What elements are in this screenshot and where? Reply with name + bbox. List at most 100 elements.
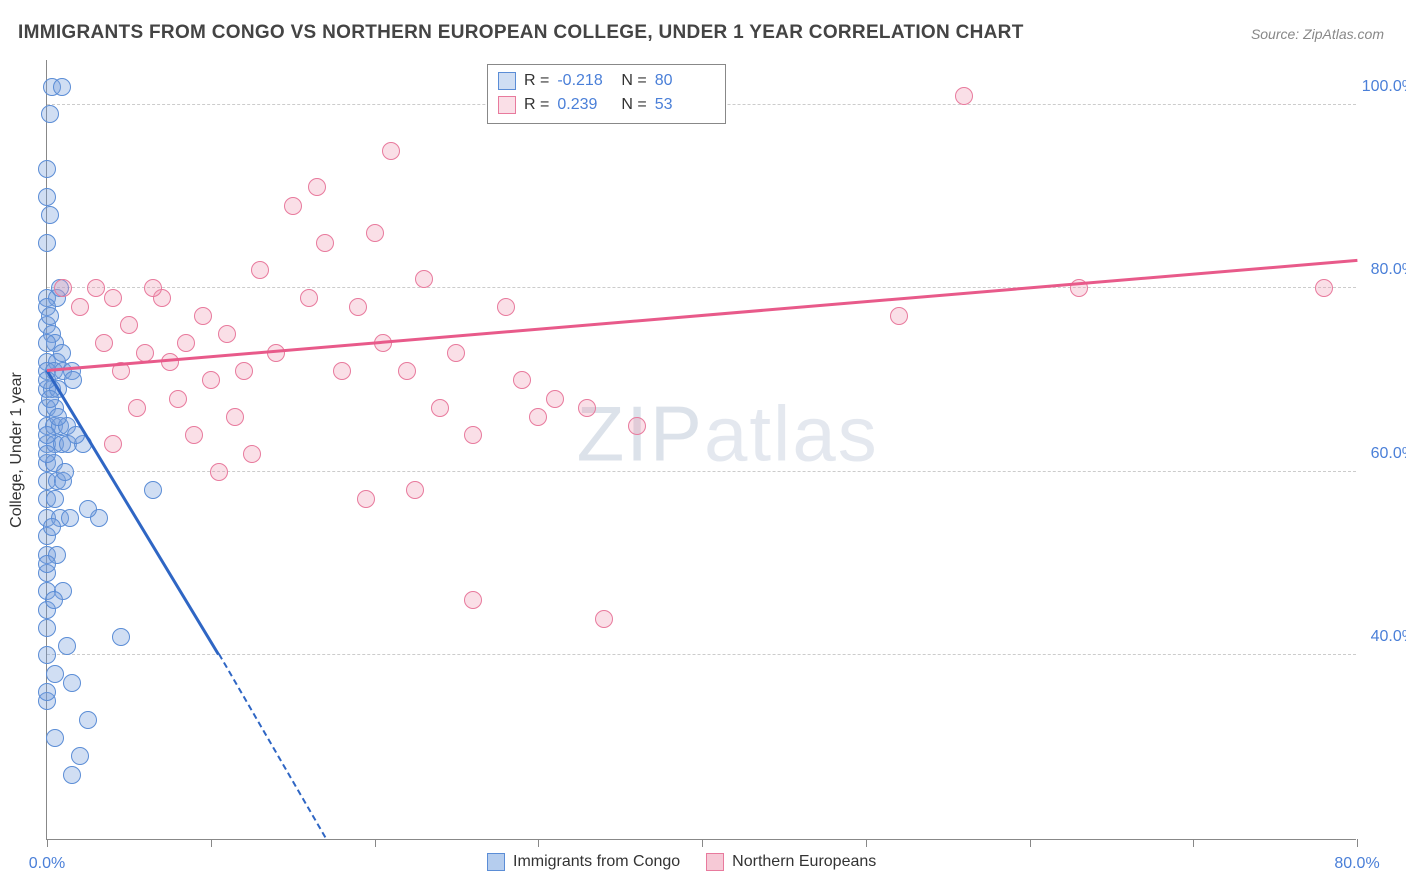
- data-point: [38, 646, 56, 664]
- x-tick: [1193, 839, 1194, 847]
- r-label: R =: [524, 69, 549, 93]
- data-point: [308, 178, 326, 196]
- data-point: [64, 371, 82, 389]
- legend-swatch: [706, 853, 724, 871]
- stats-row: R =0.239N =53: [498, 93, 711, 117]
- data-point: [112, 628, 130, 646]
- data-point: [79, 711, 97, 729]
- data-point: [955, 87, 973, 105]
- x-tick: [47, 839, 48, 847]
- n-value: 53: [655, 93, 711, 117]
- data-point: [45, 591, 63, 609]
- r-value: 0.239: [557, 93, 613, 117]
- trend-line: [47, 258, 1357, 371]
- data-point: [95, 334, 113, 352]
- data-point: [38, 426, 56, 444]
- gridline: [47, 654, 1356, 655]
- data-point: [1315, 279, 1333, 297]
- data-point: [202, 371, 220, 389]
- y-tick-label: 40.0%: [1371, 628, 1406, 646]
- legend-item: Northern Europeans: [706, 853, 876, 871]
- data-point: [177, 334, 195, 352]
- stats-legend-box: R =-0.218N =80R = 0.239 N = 53: [487, 64, 726, 124]
- data-point: [43, 518, 61, 536]
- legend-swatch: [498, 72, 516, 90]
- x-tick: [1030, 839, 1031, 847]
- data-point: [185, 426, 203, 444]
- data-point: [431, 399, 449, 417]
- data-point: [41, 390, 59, 408]
- data-point: [58, 637, 76, 655]
- plot-area: College, Under 1 year ZIPatlas R =-0.218…: [46, 60, 1356, 840]
- data-point: [513, 371, 531, 389]
- x-tick-label: 0.0%: [29, 855, 65, 873]
- source-attribution: Source: ZipAtlas.com: [1251, 26, 1384, 42]
- watermark-light: atlas: [704, 389, 879, 477]
- data-point: [63, 674, 81, 692]
- data-point: [415, 270, 433, 288]
- data-point: [161, 353, 179, 371]
- y-tick-label: 100.0%: [1362, 78, 1406, 96]
- data-point: [63, 766, 81, 784]
- data-point: [464, 426, 482, 444]
- data-point: [890, 307, 908, 325]
- data-point: [628, 417, 646, 435]
- data-point: [38, 188, 56, 206]
- data-point: [136, 344, 154, 362]
- x-tick: [375, 839, 376, 847]
- data-point: [595, 610, 613, 628]
- data-point: [79, 500, 97, 518]
- data-point: [529, 408, 547, 426]
- data-point: [38, 234, 56, 252]
- data-point: [49, 408, 67, 426]
- data-point: [120, 316, 138, 334]
- data-point: [104, 435, 122, 453]
- data-point: [56, 463, 74, 481]
- data-point: [251, 261, 269, 279]
- data-point: [41, 307, 59, 325]
- legend-swatch: [498, 96, 516, 114]
- bottom-legend: Immigrants from Congo Northern Europeans: [487, 853, 876, 871]
- data-point: [53, 78, 71, 96]
- legend-item: Immigrants from Congo: [487, 853, 680, 871]
- data-point: [46, 665, 64, 683]
- data-point: [226, 408, 244, 426]
- y-tick-label: 60.0%: [1371, 445, 1406, 463]
- n-label: N =: [621, 93, 646, 117]
- legend-swatch: [487, 853, 505, 871]
- data-point: [218, 325, 236, 343]
- stats-row: R =-0.218N =80: [498, 69, 711, 93]
- x-tick: [211, 839, 212, 847]
- data-point: [406, 481, 424, 499]
- chart-title: IMMIGRANTS FROM CONGO VS NORTHERN EUROPE…: [18, 22, 1024, 44]
- x-tick: [538, 839, 539, 847]
- y-axis-label: College, Under 1 year: [8, 372, 26, 528]
- data-point: [546, 390, 564, 408]
- n-value: 80: [655, 69, 711, 93]
- data-point: [38, 445, 56, 463]
- data-point: [46, 729, 64, 747]
- data-point: [578, 399, 596, 417]
- data-point: [316, 234, 334, 252]
- data-point: [284, 197, 302, 215]
- gridline: [47, 471, 1356, 472]
- data-point: [144, 279, 162, 297]
- trend-line-extrapolated: [218, 654, 326, 839]
- x-tick: [1357, 839, 1358, 847]
- data-point: [497, 298, 515, 316]
- x-tick-label: 80.0%: [1334, 855, 1379, 873]
- data-point: [38, 619, 56, 637]
- data-point: [366, 224, 384, 242]
- data-point: [398, 362, 416, 380]
- data-point: [38, 683, 56, 701]
- data-point: [87, 279, 105, 297]
- data-point: [382, 142, 400, 160]
- data-point: [71, 298, 89, 316]
- legend-label: Immigrants from Congo: [513, 853, 680, 871]
- data-point: [54, 279, 72, 297]
- x-tick: [866, 839, 867, 847]
- gridline: [47, 287, 1356, 288]
- data-point: [357, 490, 375, 508]
- data-point: [300, 289, 318, 307]
- data-point: [333, 362, 351, 380]
